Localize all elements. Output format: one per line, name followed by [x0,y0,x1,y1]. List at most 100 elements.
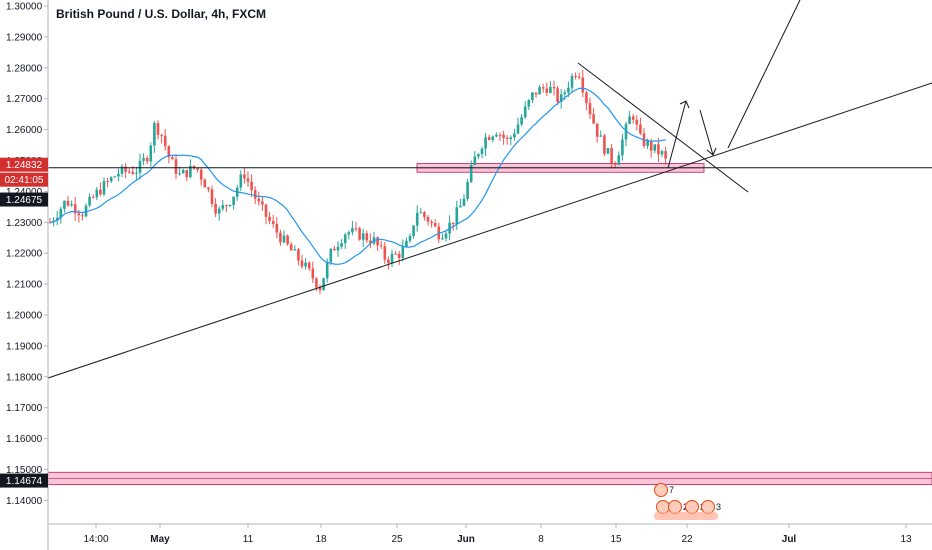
candle-body [567,87,570,93]
candle-body [196,167,199,170]
candle-body [631,116,635,120]
candle-body [541,87,545,89]
candle-body [462,198,466,206]
candle-body [534,92,538,95]
x-tick-label: 15 [610,534,622,545]
candle-body [84,205,88,217]
candle-body [271,221,275,224]
candle-body [207,187,210,190]
candle-body [225,205,228,207]
candle-body [189,165,192,178]
x-tick-label: 8 [538,534,544,545]
candle-body [279,232,282,243]
candle-body [95,189,99,198]
price-tag [0,172,48,187]
candle-body [88,196,91,206]
arrowhead [706,147,717,156]
candle-body [390,253,394,263]
projection-arrow-long [727,0,801,149]
candle-body [495,134,498,137]
candle-body [394,253,397,255]
y-tick-label: 1.27000 [6,94,43,105]
candle-body [466,181,469,199]
candle-body [156,123,160,135]
candle-body [509,137,513,140]
candle-body [160,134,163,136]
candle-body [455,207,459,225]
x-tick-label: 22 [681,534,693,545]
candle-body [588,103,592,115]
candle-body [113,176,117,178]
candle-body [516,124,520,134]
candle-body [135,172,138,174]
candle-body [66,200,70,206]
candle-body [221,205,225,209]
candle-body [441,238,444,240]
candle-body [664,151,667,159]
candle-body [275,223,279,233]
candle-body [243,174,246,179]
candle-body [127,171,131,173]
candle-body [639,124,642,134]
candle-body [268,216,271,222]
candle-body [491,136,495,140]
y-tick-label: 1.29000 [6,32,43,43]
x-tick-label: Jul [782,534,797,545]
x-tick-label: 14:00 [83,534,108,545]
candle-body [253,190,257,199]
candle-body [459,205,462,208]
price-tag-label: 1.14674 [6,476,43,487]
y-tick-label: 1.23000 [6,218,43,229]
y-tick-label: 1.28000 [6,63,43,74]
candle-body [649,141,653,151]
candle-body [423,212,426,217]
chart-title: British Pound / U.S. Dollar, 4h, FXCM [56,7,267,21]
candle-body [300,260,304,267]
candle-body [351,228,354,233]
candle-body [552,86,556,89]
candle-body [181,170,185,174]
candle-body [502,134,505,138]
arrowhead [679,100,690,109]
candle-body [484,137,487,149]
projection-arrow-up [667,100,687,169]
candle-body [99,189,102,195]
candle-body [520,117,523,125]
candle-body [585,92,588,104]
price-tag-label: 1.24675 [6,195,43,206]
candle-body [73,204,77,214]
candle-body [477,154,480,157]
candle-body [239,174,243,188]
candle-body [383,246,387,260]
price-tag-label: 02:41:05 [5,175,44,186]
candle-body [577,76,581,78]
candle-body [63,200,66,209]
price-tag [0,473,48,488]
candle-body [595,123,599,137]
x-tick-label: 25 [391,534,403,545]
candle-body [149,145,153,162]
candle-body [257,198,261,202]
candle-body [574,75,577,77]
moving-average-line [49,87,666,265]
y-tick-label: 1.19000 [6,341,43,352]
candle-body [563,92,567,95]
candle-body [289,244,293,251]
candle-body [124,166,127,172]
candle-body [397,253,401,258]
event-flag-icon [656,500,670,514]
candle-body [412,225,415,237]
candle-body [153,123,156,146]
candle-body [304,262,307,267]
y-tick-label: 1.16000 [6,434,43,445]
candle-body [592,114,595,124]
candle-body [545,88,549,93]
candle-body [315,278,318,288]
candle-body [660,151,664,155]
candle-body [610,148,613,164]
candle-body [145,158,149,162]
event-count: 7 [669,485,674,495]
candle-body [336,246,340,251]
candle-body [81,215,84,217]
